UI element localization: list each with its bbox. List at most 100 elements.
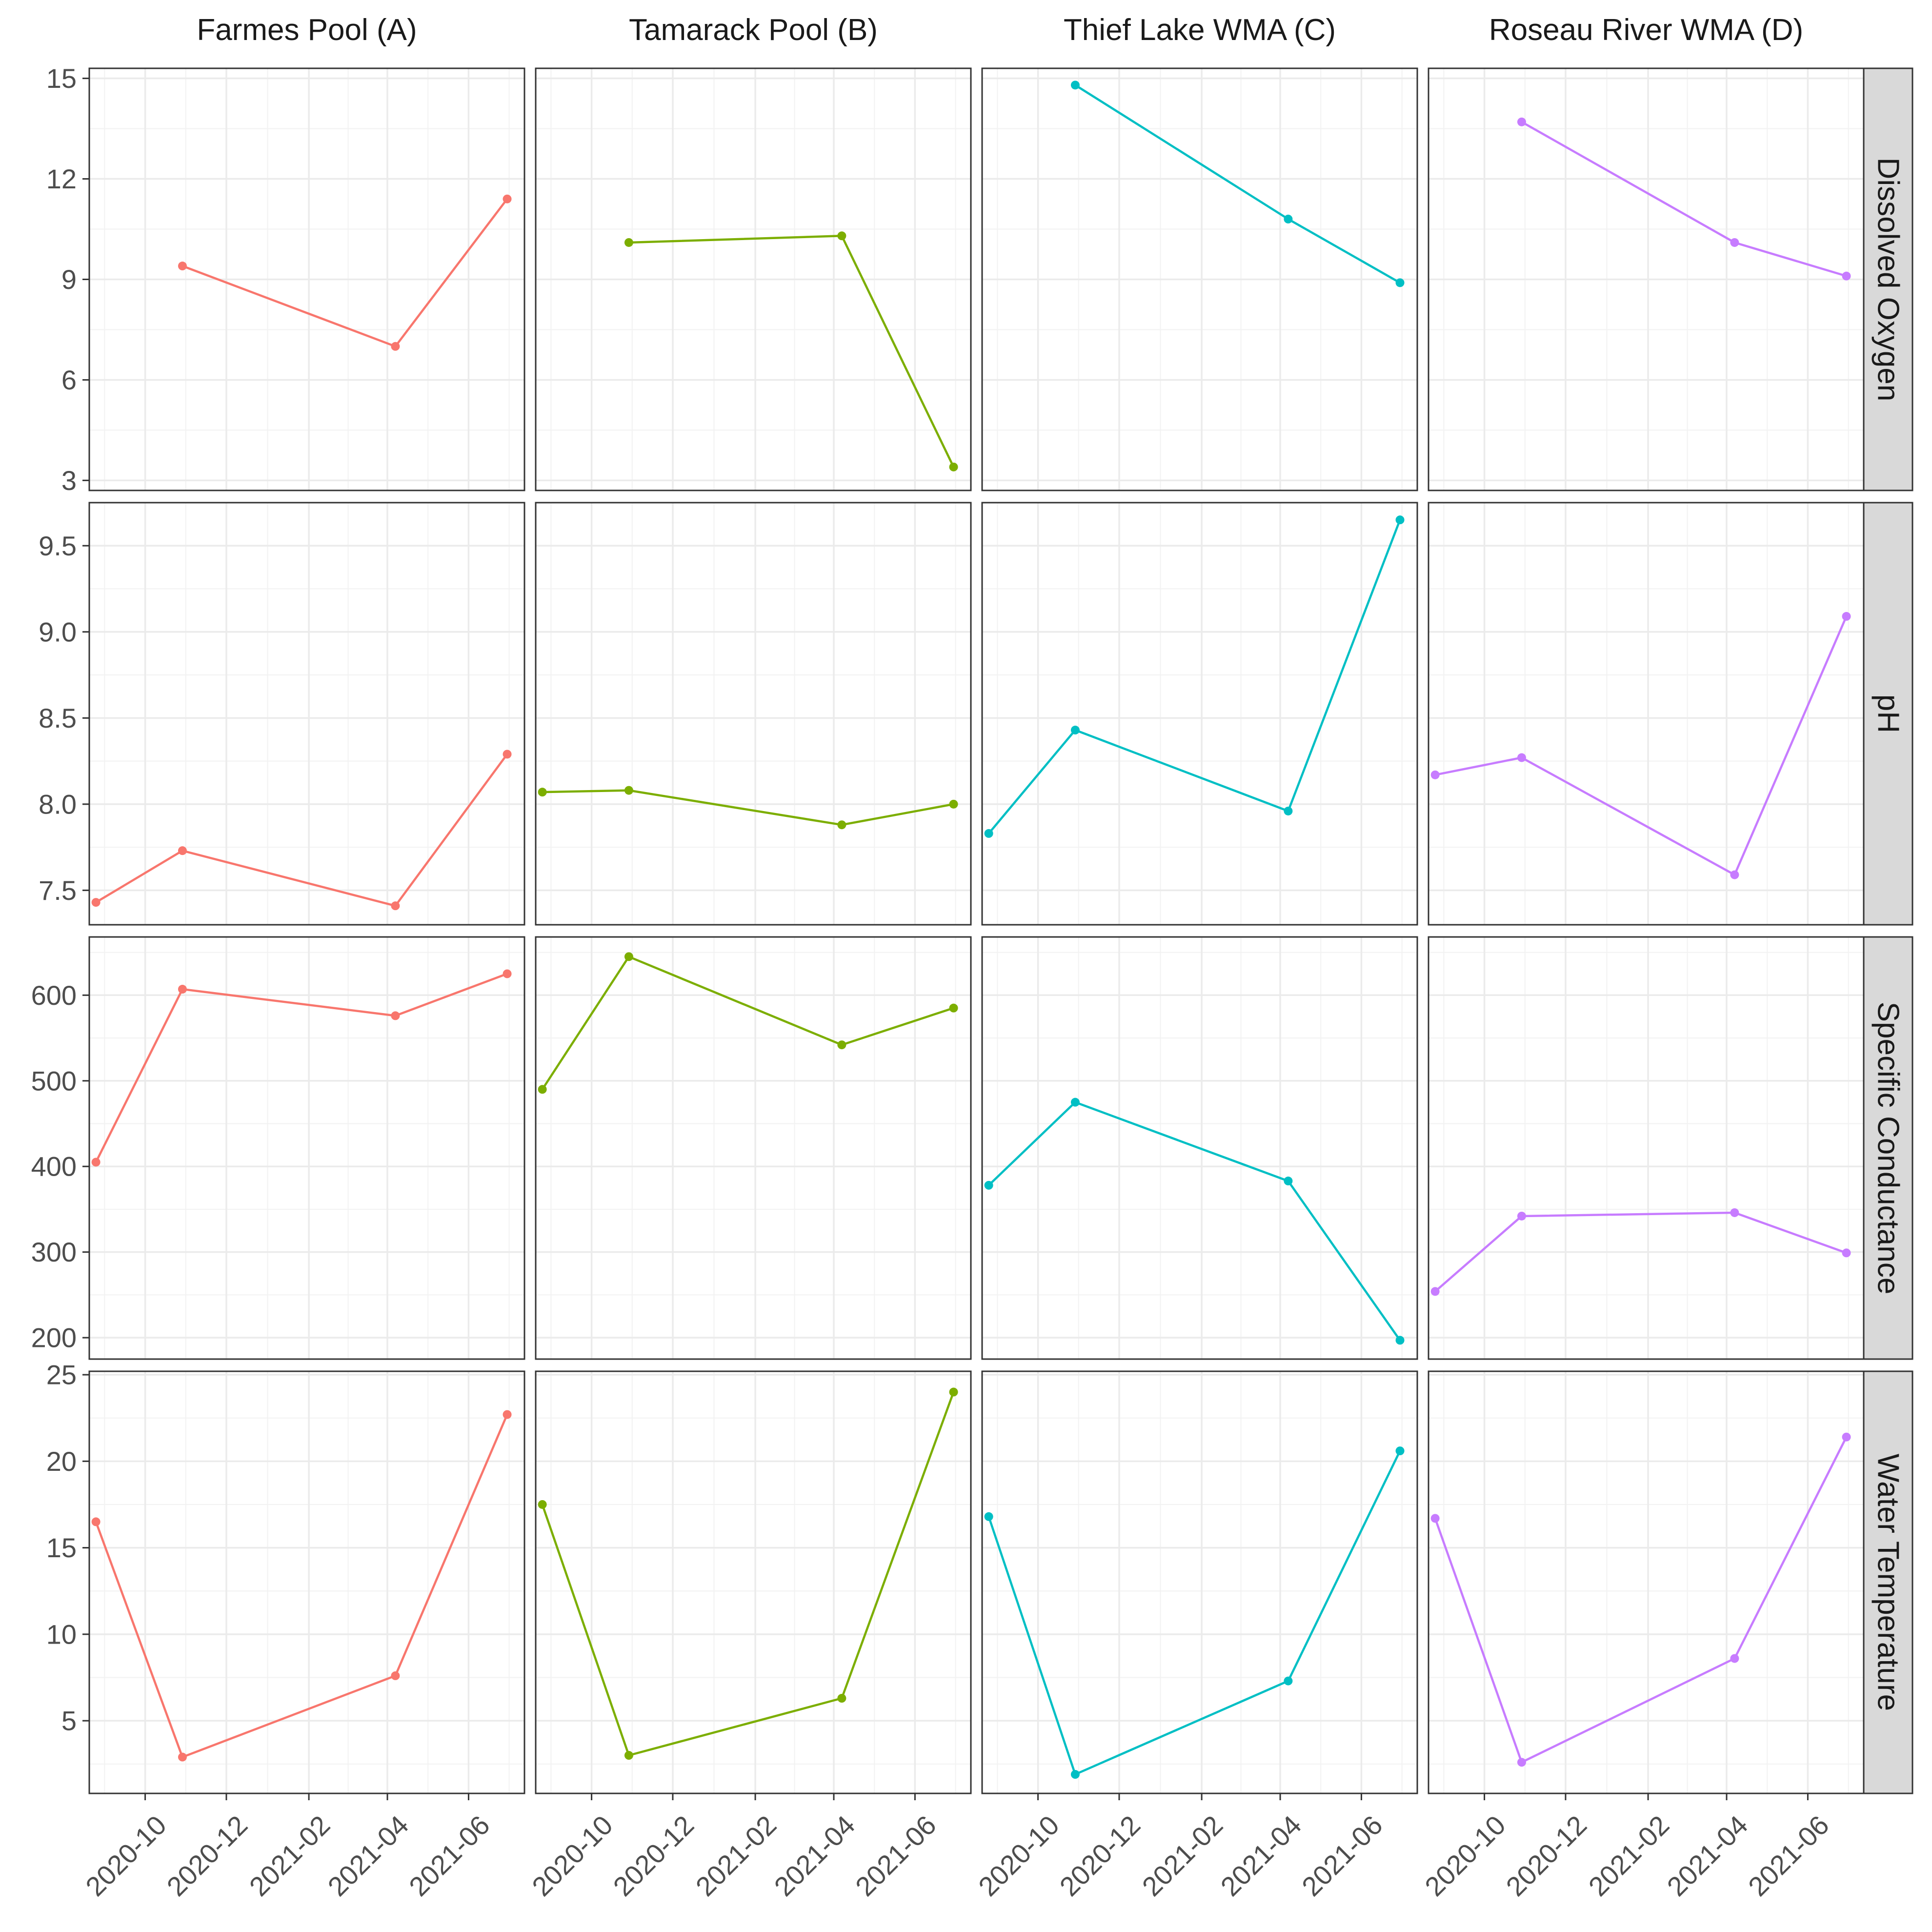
panel-border — [1428, 502, 1865, 926]
y-tick-label-dissolved-oxygen-15: 15 — [46, 63, 77, 94]
data-point-tamarack-pool-b-water-temperature-2021-06-30 — [949, 1387, 958, 1397]
x-tick-label-farmes-pool-a-2020-10: 2020-10 — [80, 1810, 172, 1902]
panel-specific-conductance-roseau-river-wma-d — [1428, 936, 1865, 1360]
y-tick-label-water-temperature-20: 20 — [46, 1446, 77, 1477]
data-point-farmes-pool-a-dissolved-oxygen-2021-04-07 — [391, 342, 400, 351]
y-tick-label-ph-8-5: 8.5 — [39, 703, 77, 733]
y-tick-label-ph-7-5: 7.5 — [39, 875, 77, 906]
y-tick-label-dissolved-oxygen-12: 12 — [46, 163, 77, 194]
data-point-thief-lake-wma-c-specific-conductance-2020-10-29 — [1070, 1098, 1080, 1107]
x-tick-label-thief-lake-wma-c-2020-12: 2020-12 — [1053, 1810, 1146, 1902]
panel-background — [89, 503, 524, 925]
panel-border — [1428, 1370, 1865, 1794]
data-point-roseau-river-wma-d-ph-2020-10-29 — [1517, 753, 1526, 762]
data-point-farmes-pool-a-water-temperature-2020-08-25 — [91, 1517, 101, 1526]
column-title-tamarack-pool-b: Tamarack Pool (B) — [629, 13, 878, 47]
data-point-tamarack-pool-b-dissolved-oxygen-2021-06-30 — [949, 462, 958, 471]
data-point-farmes-pool-a-specific-conductance-2021-04-07 — [391, 1011, 400, 1020]
panel-water-temperature-thief-lake-wma-c — [981, 1370, 1418, 1794]
panel-background — [982, 1371, 1417, 1793]
y-tick-label-ph-9-0: 9.0 — [39, 616, 77, 647]
panel-background — [1429, 503, 1864, 925]
y-tick-label-dissolved-oxygen-6: 6 — [61, 365, 77, 395]
x-tick-label-tamarack-pool-b-2021-06: 2021-06 — [849, 1810, 942, 1902]
x-tick-label-farmes-pool-a-2020-12: 2020-12 — [161, 1810, 253, 1902]
panel-water-temperature-tamarack-pool-b — [535, 1370, 972, 1794]
series-line-roseau-river-wma-d-specific-conductance — [1434, 1211, 1847, 1293]
data-point-farmes-pool-a-water-temperature-2021-06-30 — [503, 1410, 512, 1419]
panel-ph-farmes-pool-a — [88, 502, 525, 926]
panel-border — [1428, 936, 1865, 1360]
data-point-tamarack-pool-b-dissolved-oxygen-2020-10-29 — [624, 238, 633, 247]
data-point-roseau-river-wma-d-specific-conductance-2020-10-29 — [1517, 1211, 1526, 1220]
panel-border — [535, 936, 972, 1360]
x-tick-label-tamarack-pool-b-2020-10: 2020-10 — [526, 1810, 619, 1902]
row-strip-specific-conductance — [1863, 936, 1913, 1360]
panel-border — [88, 936, 525, 1360]
data-point-tamarack-pool-b-ph-2020-10-29 — [624, 786, 633, 795]
panel-specific-conductance-tamarack-pool-b — [535, 936, 972, 1360]
data-point-roseau-river-wma-d-ph-2020-08-25 — [1430, 770, 1440, 779]
panel-border — [535, 502, 972, 926]
panel-specific-conductance-farmes-pool-a — [88, 936, 525, 1360]
x-tick-label-thief-lake-wma-c-2021-02: 2021-02 — [1136, 1810, 1229, 1902]
x-tick-label-farmes-pool-a-2021-02: 2021-02 — [243, 1810, 336, 1902]
column-title-thief-lake-wma-c: Thief Lake WMA (C) — [1064, 13, 1336, 47]
row-label-water-temperature: Water Temperature — [1872, 1454, 1905, 1711]
x-tick-label-thief-lake-wma-c-2021-04: 2021-04 — [1214, 1810, 1307, 1902]
panel-ph-tamarack-pool-b — [535, 502, 972, 926]
row-strip-dissolved-oxygen — [1863, 67, 1913, 491]
x-tick-label-thief-lake-wma-c-2021-06: 2021-06 — [1296, 1810, 1389, 1902]
data-point-farmes-pool-a-water-temperature-2021-04-07 — [391, 1671, 400, 1680]
data-point-tamarack-pool-b-water-temperature-2021-04-07 — [837, 1694, 846, 1703]
panel-water-temperature-roseau-river-wma-d — [1428, 1370, 1865, 1794]
data-point-thief-lake-wma-c-ph-2021-04-07 — [1284, 806, 1293, 815]
panel-border — [981, 1370, 1418, 1794]
x-tick-label-roseau-river-wma-d-2021-04: 2021-04 — [1661, 1810, 1753, 1902]
panel-border — [88, 67, 525, 491]
panel-border — [981, 936, 1418, 1360]
panel-border — [88, 1370, 525, 1794]
x-tick-label-roseau-river-wma-d-2021-02: 2021-02 — [1583, 1810, 1675, 1902]
data-point-tamarack-pool-b-dissolved-oxygen-2021-04-07 — [837, 231, 846, 241]
panel-border — [88, 502, 525, 926]
data-point-thief-lake-wma-c-specific-conductance-2021-04-07 — [1284, 1177, 1293, 1186]
data-point-tamarack-pool-b-ph-2021-04-07 — [837, 820, 846, 830]
panel-background — [1429, 937, 1864, 1359]
data-point-roseau-river-wma-d-dissolved-oxygen-2020-10-29 — [1517, 117, 1526, 126]
column-title-farmes-pool-a: Farmes Pool (A) — [197, 13, 417, 47]
panel-dissolved-oxygen-roseau-river-wma-d — [1428, 67, 1865, 491]
series-line-farmes-pool-a-specific-conductance — [95, 973, 508, 1163]
row-strip-water-temperature — [1863, 1370, 1913, 1794]
data-point-thief-lake-wma-c-ph-2020-10-29 — [1070, 726, 1080, 735]
panel-background — [1429, 1371, 1864, 1793]
y-tick-label-ph-9-5: 9.5 — [39, 530, 77, 561]
y-tick-label-dissolved-oxygen-3: 3 — [61, 465, 77, 496]
data-point-thief-lake-wma-c-ph-2021-06-30 — [1395, 515, 1405, 525]
data-point-farmes-pool-a-ph-2021-04-07 — [391, 901, 400, 911]
data-point-farmes-pool-a-ph-2021-06-30 — [503, 750, 512, 759]
data-point-roseau-river-wma-d-water-temperature-2021-04-07 — [1730, 1654, 1739, 1663]
y-tick-label-specific-conductance-600: 600 — [31, 980, 77, 1011]
data-point-farmes-pool-a-specific-conductance-2020-08-25 — [91, 1158, 101, 1167]
series-line-tamarack-pool-b-specific-conductance — [541, 956, 954, 1090]
panel-dissolved-oxygen-farmes-pool-a — [88, 67, 525, 491]
panel-dissolved-oxygen-thief-lake-wma-c — [981, 67, 1418, 491]
data-point-thief-lake-wma-c-specific-conductance-2021-06-30 — [1395, 1336, 1405, 1345]
x-tick-label-thief-lake-wma-c-2020-10: 2020-10 — [972, 1810, 1065, 1902]
data-point-thief-lake-wma-c-dissolved-oxygen-2021-04-07 — [1284, 214, 1293, 224]
x-tick-label-tamarack-pool-b-2021-04: 2021-04 — [768, 1810, 861, 1902]
data-point-thief-lake-wma-c-dissolved-oxygen-2020-10-29 — [1070, 81, 1080, 90]
panel-ph-roseau-river-wma-d — [1428, 502, 1865, 926]
series-line-thief-lake-wma-c-specific-conductance — [988, 1101, 1401, 1341]
series-line-roseau-river-wma-d-water-temperature — [1434, 1436, 1848, 1764]
y-tick-label-water-temperature-5: 5 — [61, 1706, 77, 1736]
panel-border — [535, 1370, 972, 1794]
column-title-roseau-river-wma-d: Roseau River WMA (D) — [1489, 13, 1803, 47]
x-tick-label-roseau-river-wma-d-2021-06: 2021-06 — [1742, 1810, 1835, 1902]
data-point-farmes-pool-a-specific-conductance-2020-10-29 — [178, 985, 187, 994]
panel-water-temperature-farmes-pool-a — [88, 1370, 525, 1794]
data-point-thief-lake-wma-c-dissolved-oxygen-2021-06-30 — [1395, 278, 1405, 287]
data-point-tamarack-pool-b-specific-conductance-2020-10-29 — [624, 952, 633, 961]
